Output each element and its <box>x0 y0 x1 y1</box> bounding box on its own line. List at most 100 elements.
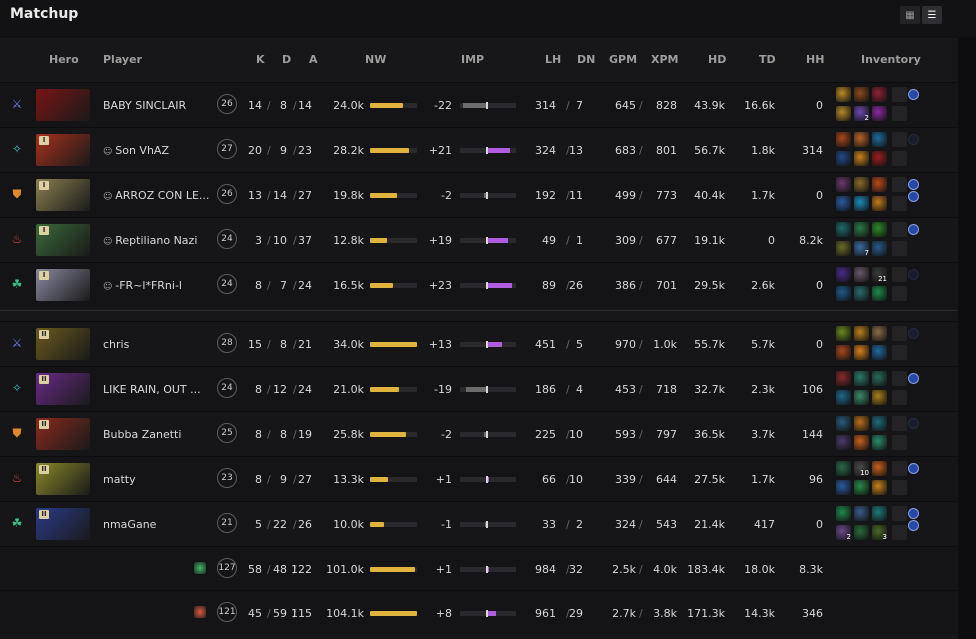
col-nw[interactable]: NW <box>365 53 387 66</box>
hero-portrait[interactable]: II <box>36 328 90 360</box>
neutral-slot[interactable] <box>892 241 907 256</box>
col-dn[interactable]: DN <box>577 53 596 66</box>
player-row[interactable]: ⛊ II Bubba Zanetti 25 8/8/19 25.8k -2 225/10 593… <box>0 411 958 456</box>
neutral-slot[interactable] <box>892 106 907 121</box>
col-td[interactable]: TD <box>759 53 776 66</box>
item-icon[interactable] <box>872 241 887 256</box>
item-icon[interactable] <box>836 267 851 282</box>
item-icon[interactable] <box>854 480 869 495</box>
item-icon[interactable] <box>854 222 869 237</box>
neutral-slot[interactable] <box>892 222 907 237</box>
item-icon[interactable] <box>872 87 887 102</box>
neutral-slot[interactable] <box>892 286 907 301</box>
item-icon[interactable] <box>836 132 851 147</box>
hero-portrait[interactable]: I <box>36 179 90 211</box>
item-icon[interactable] <box>836 196 851 211</box>
item-icon[interactable] <box>854 371 869 386</box>
item-icon[interactable] <box>836 390 851 405</box>
item-icon[interactable] <box>872 177 887 192</box>
item-icon[interactable] <box>836 416 851 431</box>
col-hd[interactable]: HD <box>708 53 727 66</box>
neutral-slot[interactable] <box>892 177 907 192</box>
item-icon[interactable] <box>854 326 869 341</box>
player-row[interactable]: ☘ I ☺ -FR~l*FRni-l 24 8/7/24 16.5k +23 89/26 386… <box>0 262 958 307</box>
item-icon[interactable] <box>836 480 851 495</box>
item-icon[interactable] <box>854 87 869 102</box>
neutral-slot[interactable] <box>892 326 907 341</box>
item-icon[interactable] <box>836 286 851 301</box>
item-icon[interactable] <box>872 326 887 341</box>
item-icon[interactable] <box>836 461 851 476</box>
item-icon[interactable]: 7 <box>854 241 869 257</box>
item-icon[interactable] <box>872 132 887 147</box>
item-icon[interactable] <box>872 345 887 360</box>
item-icon[interactable]: 3 <box>872 525 887 541</box>
neutral-slot[interactable] <box>892 525 907 540</box>
neutral-slot[interactable] <box>892 151 907 166</box>
player-row[interactable]: ☘ II nmaGane 21 5/22/26 10.0k -1 33/2 324/543 21.… <box>0 501 958 546</box>
col-hh[interactable]: HH <box>806 53 825 66</box>
col-imp[interactable]: IMP <box>461 53 485 66</box>
neutral-slot[interactable] <box>892 461 907 476</box>
col-hero[interactable]: Hero <box>49 53 79 66</box>
player-row[interactable]: ✧ I ☺ Son VhAZ 27 20/9/23 28.2k +21 324/13 683/8… <box>0 127 958 172</box>
player-row[interactable]: ⛊ I ☺ ARROZ CON LE... 26 13/14/27 19.8k -2 192/… <box>0 172 958 217</box>
player-name[interactable]: chris <box>103 338 129 351</box>
item-icon[interactable] <box>872 506 887 521</box>
item-icon[interactable] <box>836 106 851 121</box>
list-view-icon[interactable]: ☰ <box>922 6 942 24</box>
player-row[interactable]: ♨ II matty 23 8/9/27 13.3k +1 66/10 339/644 27.5k… <box>0 456 958 501</box>
item-icon[interactable] <box>872 416 887 431</box>
item-icon[interactable] <box>854 506 869 521</box>
item-icon[interactable] <box>872 435 887 450</box>
neutral-slot[interactable] <box>892 390 907 405</box>
hero-portrait[interactable]: II <box>36 508 90 540</box>
item-icon[interactable] <box>854 286 869 301</box>
item-icon[interactable] <box>836 506 851 521</box>
hero-portrait[interactable]: II <box>36 463 90 495</box>
item-icon[interactable] <box>854 416 869 431</box>
item-icon[interactable] <box>872 480 887 495</box>
item-icon[interactable] <box>854 151 869 166</box>
item-icon[interactable] <box>872 286 887 301</box>
neutral-slot[interactable] <box>892 267 907 282</box>
player-name[interactable]: BABY SINCLAIR <box>103 99 186 112</box>
player-name[interactable]: ☺ Son VhAZ <box>103 144 169 157</box>
player-name[interactable]: nmaGane <box>103 518 156 531</box>
col-lh[interactable]: LH <box>545 53 562 66</box>
item-icon[interactable] <box>836 345 851 360</box>
item-icon[interactable] <box>854 267 869 282</box>
scrollbar[interactable] <box>958 38 976 639</box>
neutral-slot[interactable] <box>892 345 907 360</box>
hero-portrait[interactable]: I <box>36 269 90 301</box>
player-row[interactable]: ♨ I ☺ Reptiliano Nazi 24 3/10/37 12.8k +19 49/1… <box>0 217 958 262</box>
item-icon[interactable] <box>854 390 869 405</box>
neutral-slot[interactable] <box>892 87 907 102</box>
col-player[interactable]: Player <box>103 53 142 66</box>
player-row[interactable]: ✧ II LIKE RAIN, OUT ... 24 8/12/24 21.0k -19 18… <box>0 366 958 411</box>
item-icon[interactable] <box>836 241 851 256</box>
item-icon[interactable]: 10 <box>854 461 869 477</box>
player-name[interactable]: LIKE RAIN, OUT ... <box>103 383 201 396</box>
item-icon[interactable] <box>854 345 869 360</box>
item-icon[interactable] <box>836 371 851 386</box>
col-gpm[interactable]: GPM <box>609 53 638 66</box>
col-d[interactable]: D <box>282 53 292 66</box>
neutral-slot[interactable] <box>892 435 907 450</box>
item-icon[interactable] <box>854 177 869 192</box>
player-row[interactable]: ⚔ II chris 28 15/8/21 34.0k +13 451/5 970/1.0k 55… <box>0 321 958 366</box>
neutral-slot[interactable] <box>892 132 907 147</box>
item-icon[interactable] <box>854 196 869 211</box>
col-k[interactable]: K <box>256 53 265 66</box>
item-icon[interactable] <box>854 435 869 450</box>
grid-view-icon[interactable]: ▦ <box>900 6 920 24</box>
player-name[interactable]: ☺ -FR~l*FRni-l <box>103 279 182 292</box>
item-icon[interactable] <box>836 177 851 192</box>
neutral-slot[interactable] <box>892 371 907 386</box>
item-icon[interactable] <box>872 196 887 211</box>
item-icon[interactable] <box>836 222 851 237</box>
player-name[interactable]: ☺ Reptiliano Nazi <box>103 234 197 247</box>
hero-portrait[interactable]: I <box>36 224 90 256</box>
item-icon[interactable]: 2 <box>836 525 851 541</box>
col-a[interactable]: A <box>309 53 318 66</box>
